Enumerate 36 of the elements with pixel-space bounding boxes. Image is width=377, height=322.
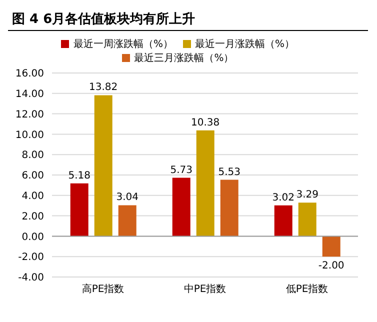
data-label: 3.02 [272,192,294,204]
data-label: 13.82 [89,82,118,94]
bar [298,202,316,236]
y-tick-label: 16.00 [15,68,44,80]
y-tick-label: 4.00 [22,190,44,202]
y-tick-label: -2.00 [18,252,44,264]
bar [274,205,292,236]
bar [196,130,214,236]
data-label: 5.53 [218,166,240,178]
y-tick-label: 14.00 [15,88,44,100]
data-label: 10.38 [191,117,220,128]
y-tick-label: 8.00 [22,150,44,162]
data-label: 3.29 [296,190,318,201]
y-tick-label: 0.00 [22,232,44,243]
x-tick-label: 低PE指数 [286,283,328,296]
bar [94,95,112,236]
y-tick-label: 6.00 [22,170,44,182]
data-label: 3.04 [116,192,138,204]
x-tick-label: 高PE指数 [82,283,124,296]
bar [322,236,340,257]
legend-label: 最近一周涨跌幅（%） [73,39,173,50]
chart-title: 图 4 6月各估值板块均有所上升 [8,8,368,31]
bar [70,183,88,236]
y-tick-label: 12.00 [15,109,44,120]
y-tick-label: 2.00 [22,211,44,222]
bar [118,205,136,236]
legend-label: 最近一月涨跌幅（%） [195,39,295,50]
bar [172,178,190,236]
y-tick-label: 10.00 [15,130,44,141]
bar [220,180,238,236]
data-label: -2.00 [318,260,344,272]
data-label: 5.73 [170,164,192,176]
x-tick-label: 中PE指数 [184,283,226,296]
y-tick-label: -4.00 [18,272,44,284]
legend-label: 最近三月涨跌幅（%） [134,53,234,64]
data-label: 5.18 [68,170,90,182]
